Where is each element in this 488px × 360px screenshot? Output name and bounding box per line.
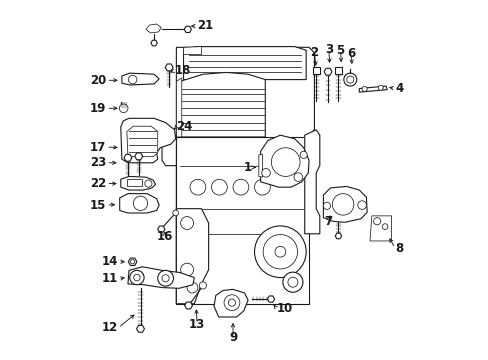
Polygon shape [183, 46, 305, 80]
Circle shape [254, 179, 270, 195]
Polygon shape [323, 186, 366, 222]
Text: 7: 7 [324, 215, 332, 228]
Polygon shape [121, 176, 155, 190]
Text: 5: 5 [336, 44, 344, 57]
Polygon shape [176, 137, 308, 304]
Circle shape [332, 194, 353, 215]
Text: 24: 24 [176, 121, 192, 134]
Circle shape [129, 270, 144, 285]
Polygon shape [162, 135, 176, 166]
Circle shape [254, 226, 305, 278]
Polygon shape [121, 118, 175, 163]
Polygon shape [359, 86, 386, 92]
Circle shape [224, 295, 239, 311]
FancyBboxPatch shape [334, 67, 341, 74]
Text: 19: 19 [90, 102, 106, 115]
Text: 21: 21 [197, 19, 213, 32]
Circle shape [211, 179, 227, 195]
Text: 17: 17 [90, 140, 106, 153]
Polygon shape [135, 153, 142, 160]
Circle shape [190, 179, 205, 195]
Text: 9: 9 [228, 331, 237, 344]
Text: 14: 14 [102, 255, 118, 268]
Circle shape [133, 274, 140, 281]
Text: 4: 4 [394, 82, 403, 95]
Polygon shape [183, 46, 201, 54]
Circle shape [263, 234, 297, 269]
Circle shape [282, 272, 303, 292]
Circle shape [199, 282, 206, 289]
Circle shape [144, 180, 152, 187]
Circle shape [300, 151, 306, 158]
Polygon shape [304, 130, 319, 234]
Circle shape [158, 270, 173, 286]
Polygon shape [128, 258, 137, 265]
Polygon shape [176, 209, 208, 304]
Circle shape [346, 76, 353, 83]
Polygon shape [258, 154, 262, 177]
Circle shape [362, 86, 366, 91]
Circle shape [133, 196, 147, 211]
Text: 12: 12 [102, 321, 118, 334]
Circle shape [128, 75, 137, 84]
Polygon shape [158, 226, 164, 232]
Polygon shape [126, 126, 158, 157]
Polygon shape [145, 24, 161, 33]
Polygon shape [128, 267, 194, 288]
Text: 6: 6 [346, 47, 355, 60]
Polygon shape [176, 78, 182, 137]
Polygon shape [184, 26, 191, 32]
Text: 11: 11 [102, 272, 118, 285]
Circle shape [271, 148, 300, 176]
Circle shape [382, 224, 387, 229]
Text: 20: 20 [90, 74, 106, 87]
Text: 22: 22 [90, 177, 106, 190]
Circle shape [293, 173, 302, 181]
Circle shape [180, 217, 193, 229]
Circle shape [343, 73, 356, 86]
Circle shape [172, 210, 178, 216]
Circle shape [180, 263, 193, 276]
Text: 13: 13 [189, 318, 205, 331]
Circle shape [228, 299, 235, 306]
Polygon shape [267, 296, 274, 302]
FancyBboxPatch shape [312, 67, 319, 74]
Polygon shape [324, 68, 331, 75]
Text: 18: 18 [174, 64, 190, 77]
Polygon shape [151, 40, 157, 46]
Text: 23: 23 [90, 156, 106, 169]
Polygon shape [165, 64, 173, 71]
Text: 15: 15 [90, 199, 106, 212]
Polygon shape [260, 135, 308, 187]
Polygon shape [124, 154, 132, 161]
Circle shape [323, 202, 330, 210]
Polygon shape [120, 194, 159, 213]
Text: 1: 1 [243, 161, 251, 174]
Circle shape [373, 218, 380, 225]
Polygon shape [369, 216, 391, 241]
Text: 2: 2 [310, 46, 318, 59]
Text: 8: 8 [394, 242, 403, 255]
Polygon shape [122, 73, 159, 85]
FancyBboxPatch shape [126, 179, 142, 186]
Text: 16: 16 [156, 230, 173, 243]
Polygon shape [180, 72, 265, 137]
Text: 3: 3 [324, 42, 332, 55]
Circle shape [261, 168, 270, 177]
Circle shape [233, 179, 248, 195]
Circle shape [187, 282, 198, 293]
Polygon shape [214, 289, 247, 317]
Circle shape [378, 85, 383, 90]
Text: 10: 10 [276, 302, 292, 315]
Polygon shape [335, 233, 341, 239]
Polygon shape [176, 47, 314, 304]
Polygon shape [184, 302, 192, 309]
Circle shape [130, 260, 135, 264]
Circle shape [119, 104, 128, 113]
Circle shape [287, 277, 297, 287]
Circle shape [357, 201, 366, 210]
Circle shape [162, 275, 169, 282]
Circle shape [274, 246, 285, 257]
Polygon shape [136, 325, 144, 332]
